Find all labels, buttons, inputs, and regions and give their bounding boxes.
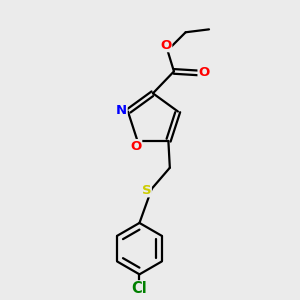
Text: Cl: Cl <box>132 281 147 296</box>
Text: S: S <box>142 184 151 197</box>
Text: N: N <box>116 103 127 116</box>
Text: O: O <box>130 140 142 153</box>
Text: O: O <box>198 66 209 80</box>
Text: O: O <box>160 39 172 52</box>
